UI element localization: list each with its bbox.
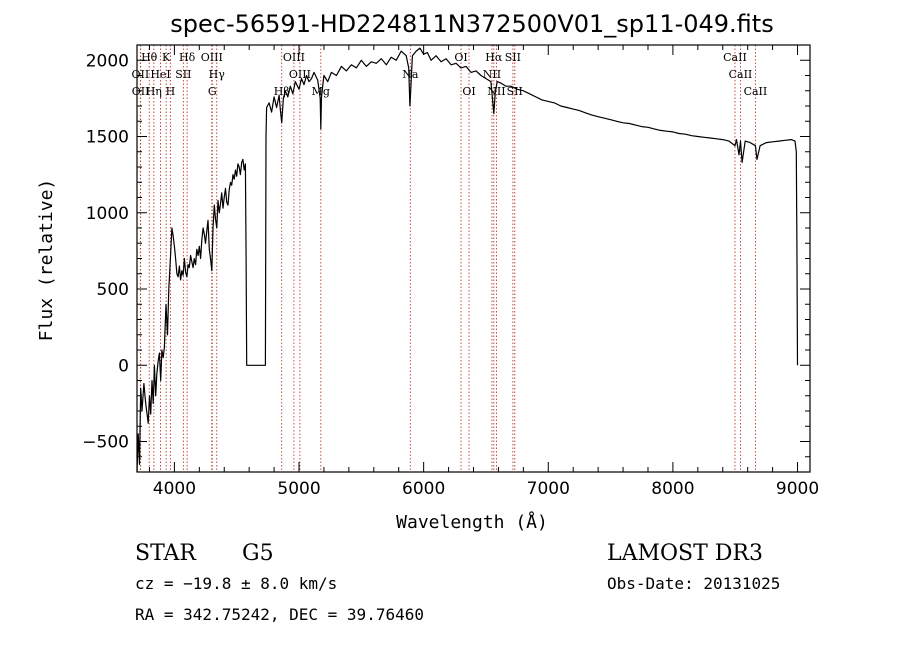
line-marker-label: Hα [485, 51, 503, 64]
line-marker-label: HeI [150, 68, 170, 81]
line-marker-label: OI [462, 85, 475, 98]
y-tick-label: 500 [97, 280, 129, 300]
line-marker-label: SII [175, 68, 191, 81]
line-marker-label: CaII [729, 68, 753, 81]
line-marker-label: OIII [201, 51, 223, 64]
x-axis-ticks: 4000 5000 6000 7000 8000 9000 [148, 45, 819, 499]
x-tick-label: 9000 [776, 479, 819, 499]
y-tick-label: −500 [82, 433, 129, 453]
line-marker-label: CaII [744, 85, 768, 98]
ra-dec-coords: RA = 342.75242, DEC = 39.76460 [135, 605, 424, 624]
line-marker-label: OI [454, 51, 467, 64]
y-tick-label: 0 [118, 356, 129, 376]
line-marker-label: K [162, 51, 171, 64]
spectrum-line [136, 47, 799, 473]
line-marker-label: Hη [146, 85, 162, 98]
observation-date: Obs-Date: 20131025 [607, 574, 780, 593]
line-marker-label: SII [507, 85, 523, 98]
x-tick-label: 7000 [527, 479, 570, 499]
object-class: STAR [135, 541, 197, 566]
x-tick-label: 5000 [277, 479, 320, 499]
line-marker-label: OII [132, 68, 150, 81]
survey-name: LAMOST DR3 [607, 541, 763, 566]
emission-line-markers [139, 45, 756, 472]
line-marker-label: Hθ [141, 51, 158, 64]
line-marker-label: NII [483, 68, 501, 81]
y-tick-label: 1000 [86, 204, 129, 224]
line-marker-label: OII [132, 85, 150, 98]
line-marker-label: OIII [289, 68, 311, 81]
plot-frame [136, 44, 811, 473]
x-axis-label: Wavelength (Å) [396, 511, 548, 533]
y-axis-label: Flux (relative) [36, 179, 57, 342]
redshift-cz: cz = −19.8 ± 8.0 km/s [135, 574, 337, 593]
line-marker-label: Hβ [274, 85, 290, 98]
line-marker-label: OIII [283, 51, 305, 64]
line-marker-label: Hγ [209, 68, 226, 81]
y-axis-ticks: −500 0 500 1000 1500 2000 [82, 44, 810, 458]
y-tick-label: 2000 [86, 51, 129, 71]
object-subclass: G5 [242, 541, 274, 566]
line-marker-label: Na [402, 68, 419, 81]
x-tick-label: 8000 [651, 479, 694, 499]
line-marker-label: CaII [723, 51, 747, 64]
chart-title: spec-56591-HD224811N372500V01_sp11-049.f… [170, 10, 773, 38]
x-tick-label: 4000 [153, 479, 196, 499]
line-marker-label: Mg [312, 85, 330, 98]
x-tick-label: 6000 [402, 479, 445, 499]
line-marker-label: Hδ [179, 51, 196, 64]
line-marker-label: SII [505, 51, 521, 64]
line-marker-label: NII [487, 85, 505, 98]
line-marker-label: G [208, 85, 217, 98]
line-marker-label: H [166, 85, 176, 98]
y-tick-label: 1500 [86, 128, 129, 148]
